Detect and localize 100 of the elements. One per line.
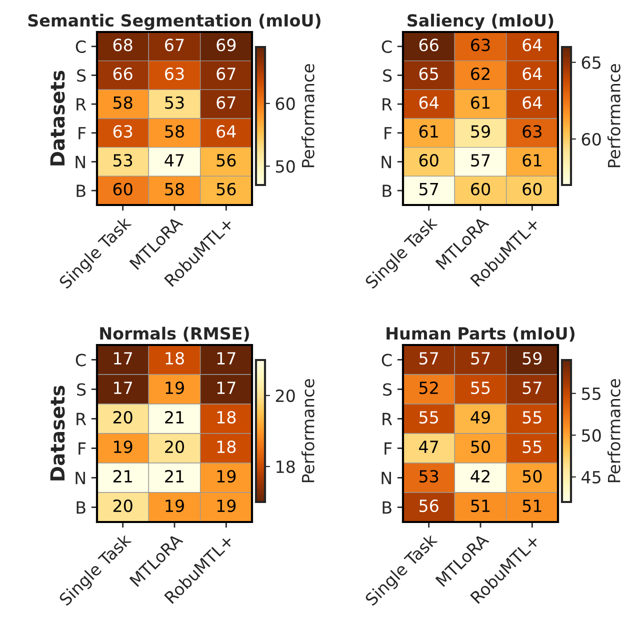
data-label: 21 [165, 470, 184, 482]
data-label: 53 [114, 154, 132, 167]
data-label: 58 [114, 96, 132, 109]
data-label: 55 [522, 440, 542, 454]
color-bar-title: Performance [607, 64, 620, 168]
data-label: 56 [216, 154, 236, 167]
data-label: 20 [113, 410, 132, 424]
data-label: 66 [419, 38, 438, 52]
data-label: 57 [420, 183, 438, 196]
color-bar-label: 60 [582, 132, 601, 146]
y-tick-label: F [384, 127, 392, 140]
y-tick-label: B [76, 184, 86, 197]
color-bar-label: 20 [276, 389, 295, 402]
data-label: 69 [216, 38, 236, 52]
data-label: 63 [113, 125, 132, 138]
y-axis-title: Datasets [50, 386, 65, 480]
y-tick-label: S [77, 69, 86, 82]
data-label: 67 [216, 67, 236, 80]
data-label: 64 [522, 38, 542, 52]
y-tick-label: N [76, 472, 85, 484]
y-tick-label: F [78, 442, 86, 455]
data-label: 64 [522, 96, 542, 109]
y-tick-label: N [382, 472, 391, 484]
color-bar-title: Performance [301, 379, 314, 482]
data-label: 18 [166, 352, 184, 365]
data-label: 61 [471, 96, 490, 109]
data-label: 49 [470, 410, 490, 424]
data-label: 64 [419, 96, 438, 109]
data-label: 19 [217, 499, 236, 512]
data-label: 64 [522, 67, 542, 80]
data-label: 50 [471, 440, 490, 454]
color-bar-label: 65 [582, 56, 600, 69]
color-bar-label: 55 [582, 388, 600, 400]
data-label: 60 [113, 182, 132, 196]
data-label: 61 [419, 125, 438, 138]
data-label: 67 [216, 96, 236, 109]
data-label: 55 [420, 411, 438, 424]
data-label: 51 [471, 500, 490, 512]
data-label: 55 [522, 411, 542, 424]
data-label: 63 [165, 67, 184, 80]
data-label: 47 [164, 154, 184, 166]
data-label: 56 [216, 182, 236, 196]
data-label: 60 [471, 182, 490, 196]
y-tick-label: F [78, 127, 86, 140]
data-label: 56 [420, 499, 438, 512]
data-label: 51 [522, 500, 542, 512]
data-label: 19 [217, 470, 236, 483]
data-label: 65 [419, 67, 438, 80]
data-label: 20 [165, 440, 184, 454]
data-label: 60 [522, 182, 542, 196]
data-label: 21 [165, 410, 184, 424]
data-label: 21 [113, 470, 132, 482]
data-label: 19 [114, 440, 132, 454]
color-bar-title: Performance [607, 379, 620, 482]
y-axis-title: Datasets [50, 70, 65, 166]
data-label: 60 [419, 154, 438, 167]
data-label: 19 [166, 499, 184, 512]
data-label: 58 [165, 125, 184, 138]
data-label: 58 [165, 182, 184, 196]
y-tick-label: F [384, 442, 392, 455]
y-tick-label: R [76, 412, 86, 426]
color-bar-label: 50 [582, 429, 601, 442]
data-label: 53 [165, 96, 184, 109]
chart-title: Semantic Segmentation (mIoU) [28, 14, 320, 30]
color-bar-label: 50 [276, 160, 295, 173]
data-label: 17 [114, 382, 132, 394]
y-tick-label: C [76, 40, 86, 53]
data-label: 57 [471, 352, 490, 365]
data-label: 17 [217, 352, 236, 364]
color-bar-label: 18 [276, 460, 295, 474]
data-label: 57 [420, 352, 438, 365]
y-tick-label: R [76, 98, 86, 110]
y-tick-label: B [76, 501, 86, 514]
data-label: 57 [522, 382, 542, 394]
y-tick-label: C [382, 354, 392, 366]
y-tick-label: B [382, 501, 392, 514]
data-label: 19 [166, 381, 184, 394]
color-bar-label: 45 [582, 471, 600, 484]
data-label: 59 [471, 125, 490, 138]
y-tick-label: S [383, 69, 392, 82]
data-label: 66 [113, 67, 132, 80]
data-label: 17 [114, 352, 132, 364]
y-tick-label: S [383, 383, 392, 396]
data-label: 57 [471, 154, 490, 167]
data-label: 67 [165, 38, 184, 52]
data-label: 59 [522, 352, 542, 365]
data-label: 68 [113, 38, 132, 52]
chart-title: Saliency (mIoU) [408, 14, 554, 30]
y-tick-label: C [382, 40, 392, 53]
y-tick-label: S [77, 383, 86, 396]
data-label: 61 [522, 154, 542, 167]
y-tick-label: C [76, 354, 86, 366]
y-tick-label: R [382, 98, 392, 110]
data-label: 62 [471, 67, 490, 80]
data-label: 50 [522, 470, 542, 483]
color-bar-title: Performance [301, 64, 314, 168]
y-tick-label: B [382, 184, 392, 197]
data-label: 63 [471, 38, 490, 52]
data-label: 53 [420, 470, 438, 483]
data-label: 17 [217, 382, 236, 394]
